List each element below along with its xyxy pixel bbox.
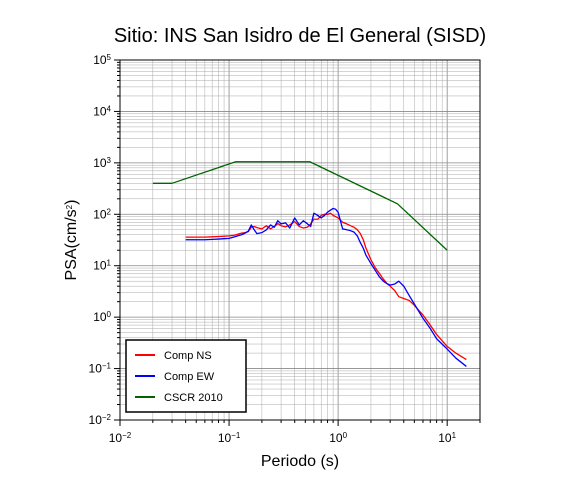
y-tick-label-base: 10 [93, 104, 107, 118]
x-tick-label-exp: −2 [122, 431, 132, 440]
y-tick-label-exp: 1 [107, 258, 112, 267]
y-tick-label-base: 10 [93, 259, 107, 273]
x-tick-label-base: 10 [438, 431, 452, 445]
x-tick-label-exp: −1 [231, 431, 241, 440]
y-tick-label-exp: 2 [107, 207, 112, 216]
y-tick-label: 10−2 [89, 413, 112, 428]
y-axis-label-sup: 2 [65, 204, 74, 209]
x-tick-label-base: 10 [109, 431, 123, 445]
x-tick-label-exp: 1 [452, 431, 457, 440]
y-tick-label: 102 [93, 207, 111, 222]
legend: Comp NS Comp EW CSCR 2010 [125, 339, 247, 413]
y-tick-label: 104 [93, 104, 111, 119]
y-tick-label: 103 [93, 155, 111, 170]
series-line-comp-ew [185, 207, 467, 367]
y-tick-label-base: 10 [93, 156, 107, 170]
y-tick-label-exp: 4 [107, 104, 112, 113]
x-axis-label: Periodo (s) [261, 453, 339, 470]
chart-title: Sitio: INS San Isidro de El General (SIS… [114, 25, 486, 47]
y-tick-label-base: 10 [89, 362, 103, 376]
y-tick-label: 10−1 [89, 361, 112, 376]
x-tick-label: 10−2 [109, 431, 132, 446]
y-tick-label-exp: −1 [102, 361, 112, 370]
y-tick-label-base: 10 [93, 53, 107, 67]
x-tick-label: 100 [329, 431, 347, 446]
legend-label-ew: Comp EW [164, 371, 215, 383]
x-tick-label: 101 [438, 431, 456, 446]
y-tick-label: 100 [93, 310, 111, 325]
grid-layer [119, 59, 481, 421]
plot-frame [119, 59, 481, 421]
y-tick-label: 101 [93, 258, 111, 273]
legend-label-ns: Comp NS [164, 350, 212, 362]
legend-label-cscr: CSCR 2010 [164, 392, 223, 404]
y-tick-label-exp: 0 [107, 310, 112, 319]
y-tick-label-base: 10 [89, 413, 103, 427]
x-tick-label: 10−1 [218, 431, 241, 446]
y-tick-label: 105 [93, 53, 111, 68]
y-tick-label-exp: 5 [107, 53, 112, 62]
x-tick-label-exp: 0 [343, 431, 348, 440]
y-axis-label: PSA(cm/s2) [63, 200, 80, 281]
x-tick-label-base: 10 [218, 431, 232, 445]
y-axis-label-base: PSA(cm/s [63, 209, 80, 280]
y-tick-label-base: 10 [93, 310, 107, 324]
y-tick-label-exp: 3 [107, 155, 112, 164]
y-tick-label-exp: −2 [102, 413, 112, 422]
y-axis-label-tail: ) [63, 200, 80, 205]
series-layer [152, 161, 467, 367]
series-line-cscr-2010 [152, 161, 448, 251]
x-tick-label-base: 10 [329, 431, 343, 445]
y-tick-label-base: 10 [93, 207, 107, 221]
